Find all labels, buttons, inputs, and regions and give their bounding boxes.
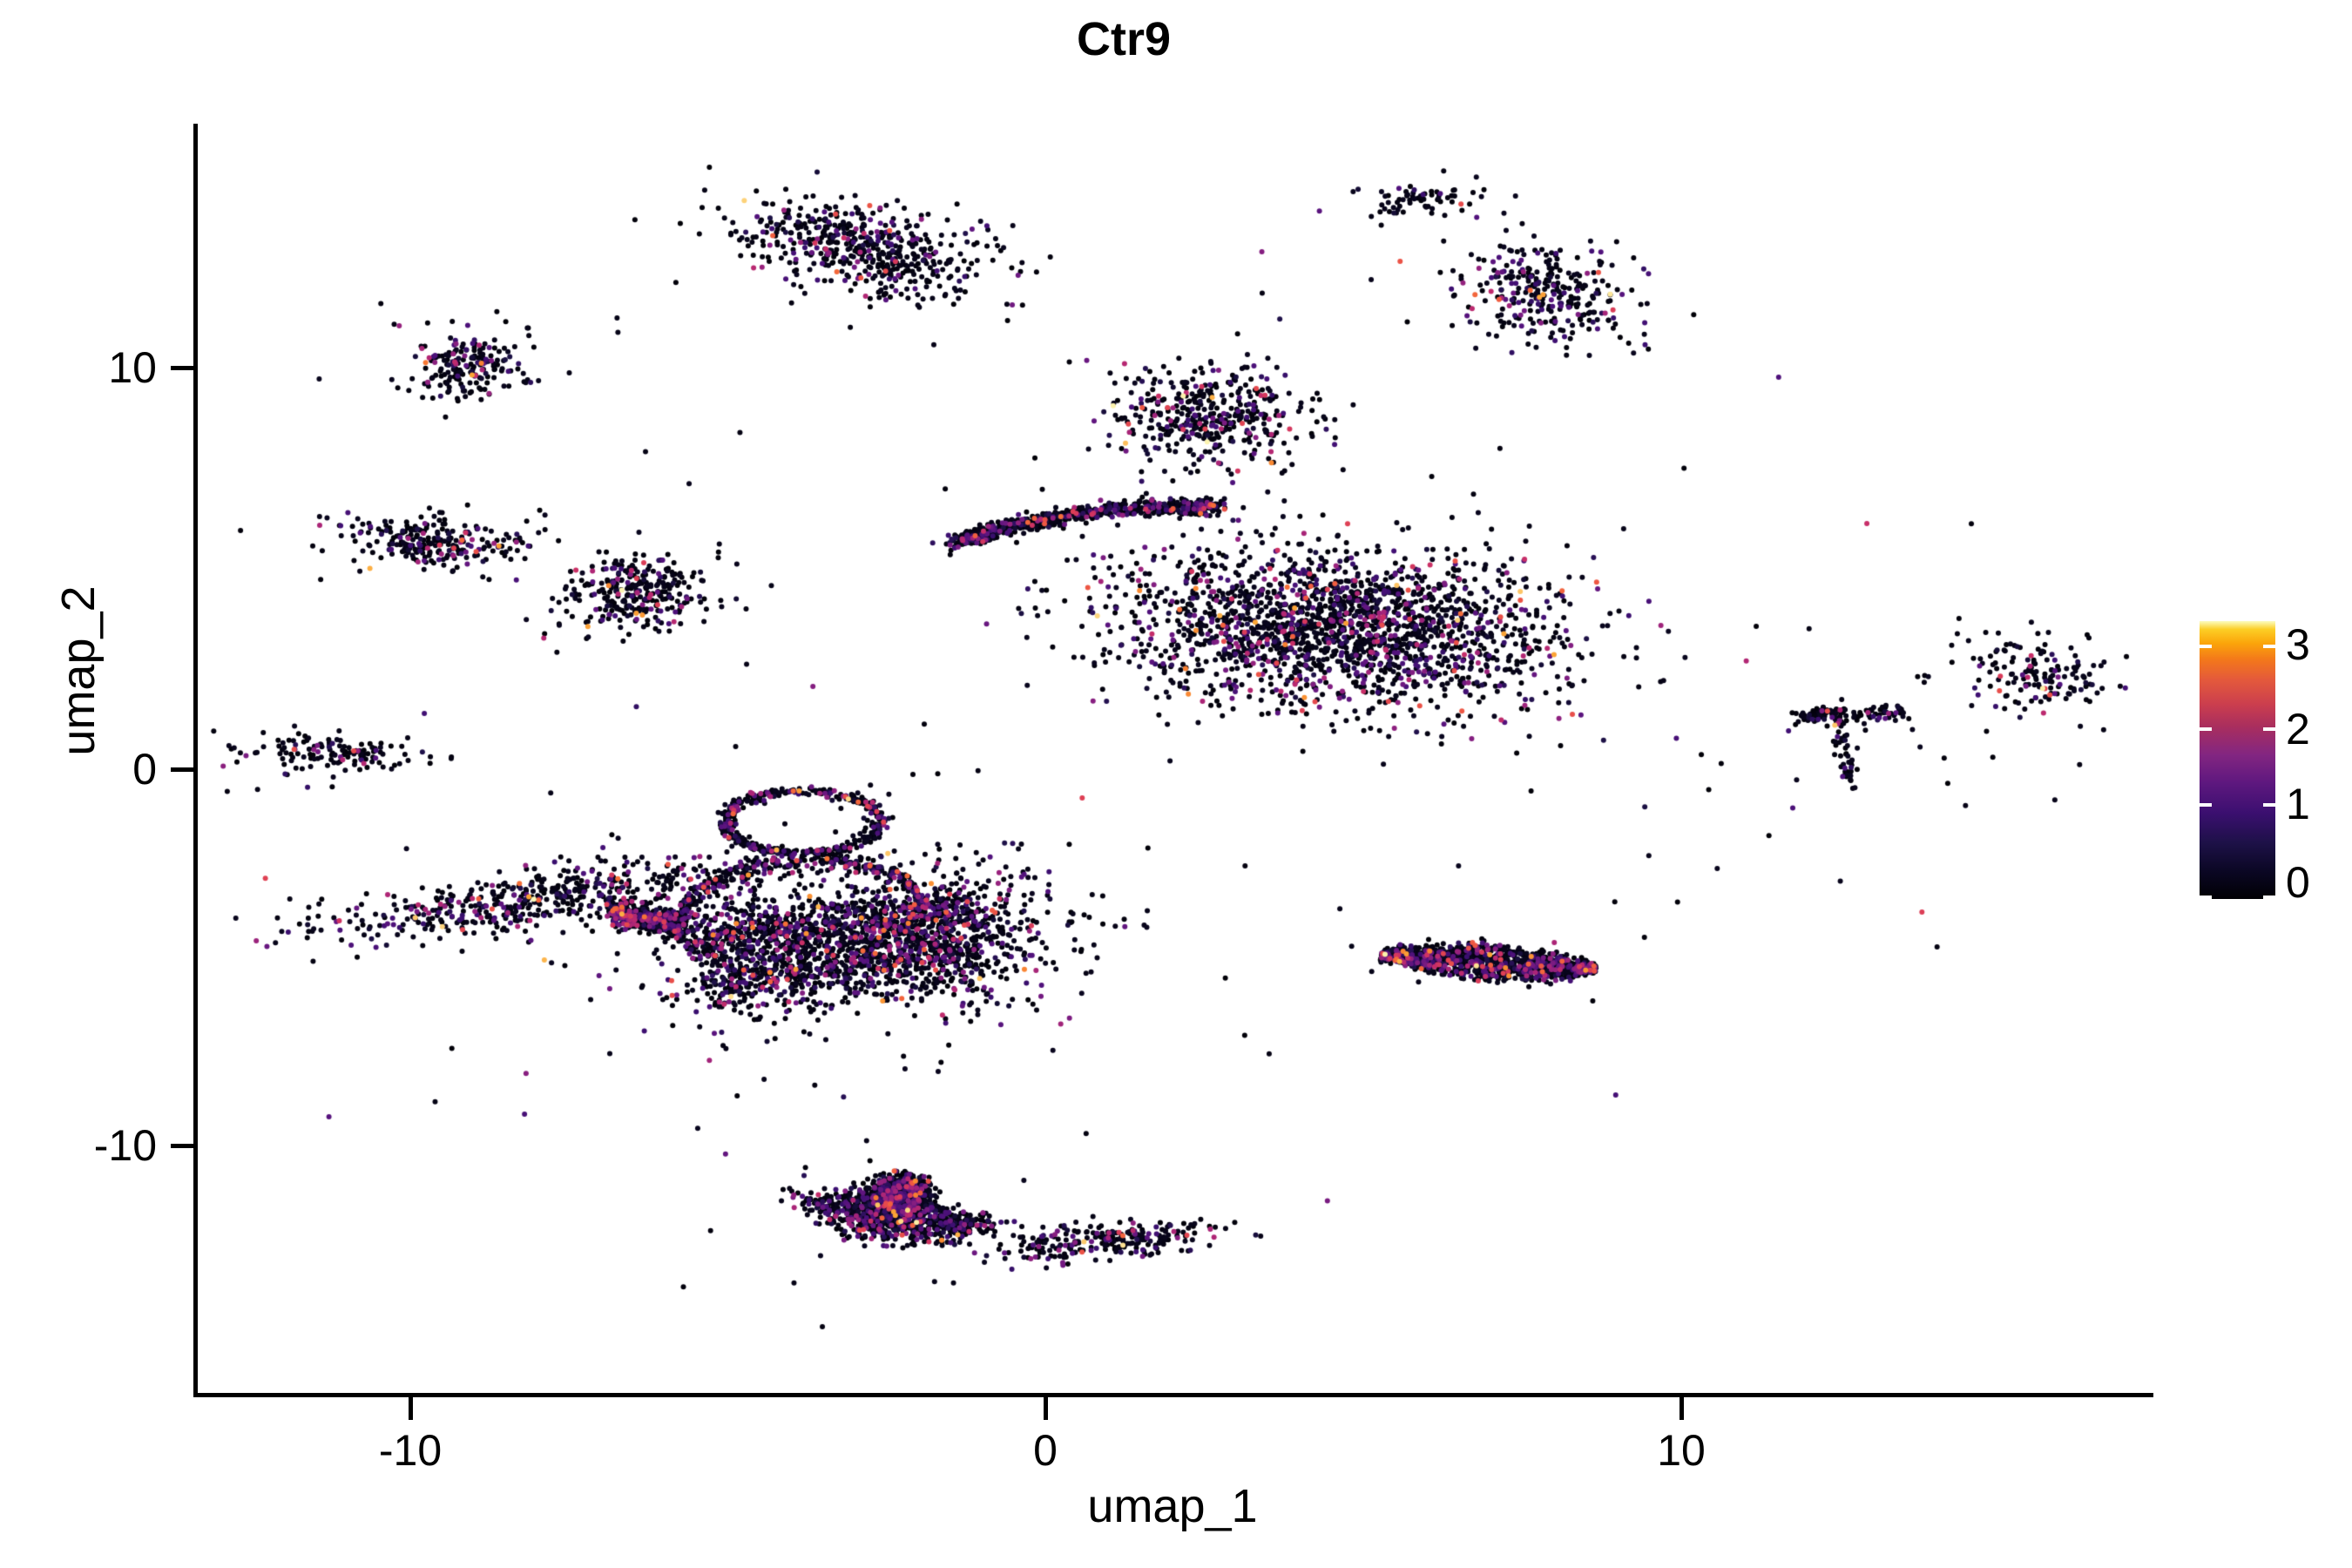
colorbar-tick-1 <box>2200 803 2275 807</box>
scatter-plot-canvas <box>193 124 2152 1395</box>
colorbar-label-0: 0 <box>2286 858 2310 907</box>
x-tick-label-0: 0 <box>1033 1426 1058 1475</box>
x-tick-label-neg10: -10 <box>378 1426 443 1475</box>
y-tick-mark-10 <box>171 366 193 370</box>
y-axis-line <box>193 124 198 1397</box>
page-title: Ctr9 <box>1076 13 1172 65</box>
plot-panel <box>193 124 2152 1395</box>
y-axis-label: umap_2 <box>52 585 105 756</box>
colorbar-gradient <box>2200 621 2275 899</box>
colorbar-legend: 3 2 1 0 <box>2195 610 2352 923</box>
colorbar-label-3: 3 <box>2286 620 2310 669</box>
colorbar-tick-2 <box>2200 727 2275 731</box>
y-axis-label-wrapper: umap_2 <box>44 322 113 1019</box>
y-tick-mark-0 <box>171 767 193 772</box>
y-tick-label-10: 10 <box>108 343 157 392</box>
x-axis-line <box>193 1393 2153 1397</box>
x-tick-mark-10 <box>1680 1397 1684 1420</box>
x-tick-label-10: 10 <box>1657 1426 1706 1475</box>
x-tick-mark-neg10 <box>409 1397 413 1420</box>
y-tick-label-0: 0 <box>132 745 157 794</box>
colorbar-tick-0 <box>2200 896 2275 899</box>
colorbar-tick-3 <box>2200 645 2275 648</box>
x-axis-label: umap_1 <box>1087 1480 1258 1532</box>
colorbar-label-1: 1 <box>2286 780 2310 828</box>
y-tick-mark-neg10 <box>171 1144 193 1148</box>
y-tick-label-neg10: -10 <box>93 1121 157 1170</box>
colorbar-label-2: 2 <box>2286 705 2310 754</box>
x-tick-mark-0 <box>1044 1397 1048 1420</box>
